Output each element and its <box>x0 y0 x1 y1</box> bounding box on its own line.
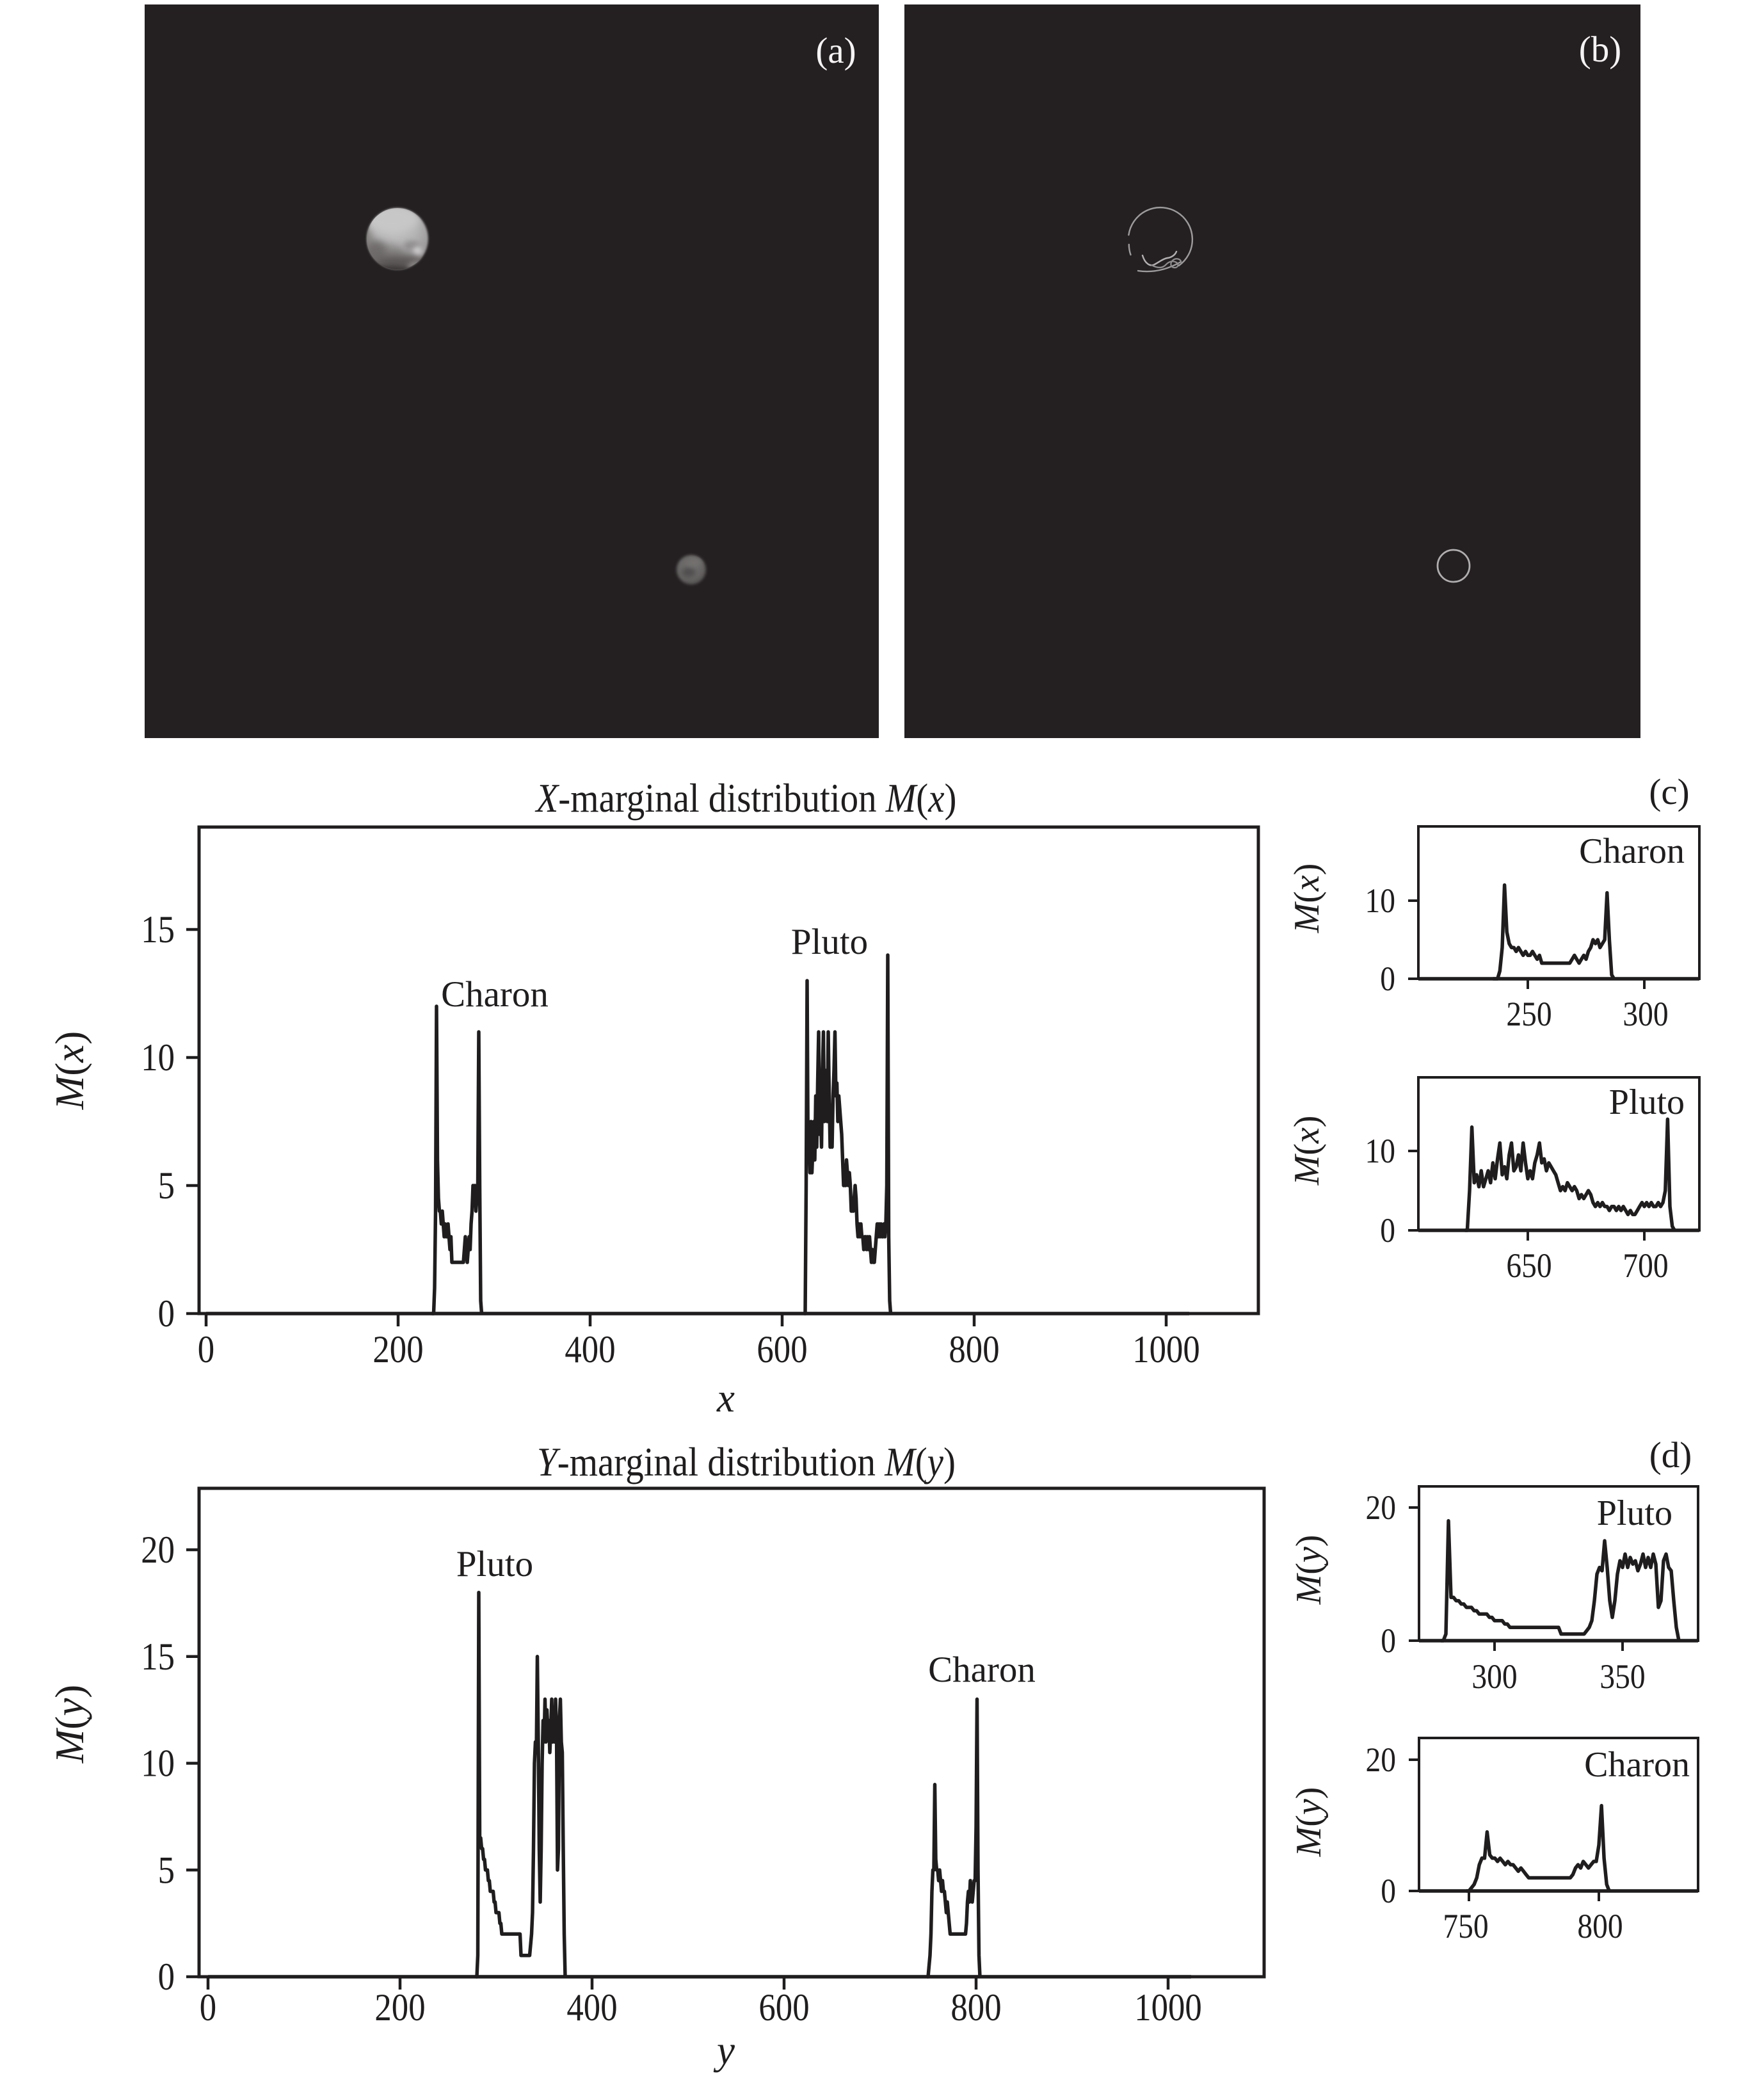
svg-text:1000: 1000 <box>1132 1329 1200 1371</box>
svg-text:Charon: Charon <box>1584 1745 1690 1785</box>
svg-text:5: 5 <box>158 1849 175 1892</box>
svg-text:Charon: Charon <box>1579 832 1685 871</box>
svg-text:M(x): M(x) <box>47 1031 92 1110</box>
svg-text:400: 400 <box>565 1329 615 1371</box>
svg-text:10: 10 <box>1365 882 1395 920</box>
svg-text:(c): (c) <box>1649 772 1689 812</box>
svg-text:350: 350 <box>1600 1658 1645 1696</box>
svg-text:M(x): M(x) <box>1287 1116 1327 1186</box>
svg-text:20: 20 <box>1365 1489 1396 1527</box>
svg-text:700: 700 <box>1623 1247 1668 1285</box>
svg-text:20: 20 <box>1365 1741 1396 1779</box>
svg-text:0: 0 <box>1380 960 1395 998</box>
svg-text:800: 800 <box>950 1987 1001 2029</box>
svg-text:M(y): M(y) <box>1289 1787 1329 1858</box>
svg-text:0: 0 <box>1381 1872 1396 1910</box>
svg-text:20: 20 <box>141 1529 175 1572</box>
svg-text:0: 0 <box>158 1293 175 1335</box>
svg-text:M(y): M(y) <box>47 1685 92 1764</box>
svg-text:10: 10 <box>1365 1132 1395 1170</box>
svg-text:0: 0 <box>198 1329 214 1371</box>
svg-text:(d): (d) <box>1649 1435 1692 1476</box>
svg-text:15: 15 <box>141 909 175 951</box>
svg-text:5: 5 <box>158 1165 175 1207</box>
svg-text:800: 800 <box>949 1329 999 1371</box>
svg-text:Pluto: Pluto <box>791 922 868 962</box>
svg-text:0: 0 <box>1380 1212 1395 1250</box>
svg-text:10: 10 <box>141 1742 175 1785</box>
svg-text:0: 0 <box>1381 1622 1396 1660</box>
svg-text:Charon: Charon <box>441 974 549 1015</box>
svg-text:600: 600 <box>757 1329 807 1371</box>
svg-text:750: 750 <box>1443 1908 1488 1945</box>
svg-text:400: 400 <box>566 1987 617 2029</box>
svg-text:200: 200 <box>373 1329 423 1371</box>
svg-text:1000: 1000 <box>1134 1987 1202 2029</box>
svg-text:0: 0 <box>200 1987 216 2029</box>
svg-text:15: 15 <box>141 1636 175 1678</box>
svg-text:(b): (b) <box>1579 29 1621 70</box>
svg-text:Charon: Charon <box>928 1650 1036 1690</box>
svg-text:y: y <box>713 2028 735 2073</box>
svg-text:M(x): M(x) <box>1287 864 1327 934</box>
svg-text:0: 0 <box>158 1956 175 1999</box>
svg-text:250: 250 <box>1506 995 1552 1033</box>
svg-text:200: 200 <box>374 1987 425 2029</box>
svg-text:650: 650 <box>1506 1247 1552 1285</box>
svg-text:x: x <box>716 1376 735 1420</box>
svg-text:300: 300 <box>1471 1658 1517 1696</box>
svg-text:X-marginal distribution M(x): X-marginal distribution M(x) <box>534 776 957 821</box>
svg-text:10: 10 <box>141 1037 175 1079</box>
svg-text:Y-marginal distribution M(y): Y-marginal distribution M(y) <box>537 1440 956 1485</box>
svg-text:800: 800 <box>1577 1908 1623 1945</box>
svg-text:M(y): M(y) <box>1289 1535 1329 1605</box>
svg-text:300: 300 <box>1623 995 1668 1033</box>
svg-text:Pluto: Pluto <box>1597 1493 1672 1533</box>
svg-text:Pluto: Pluto <box>1609 1082 1685 1122</box>
svg-text:(a): (a) <box>815 31 856 71</box>
svg-text:Pluto: Pluto <box>456 1544 533 1584</box>
svg-text:600: 600 <box>758 1987 809 2029</box>
